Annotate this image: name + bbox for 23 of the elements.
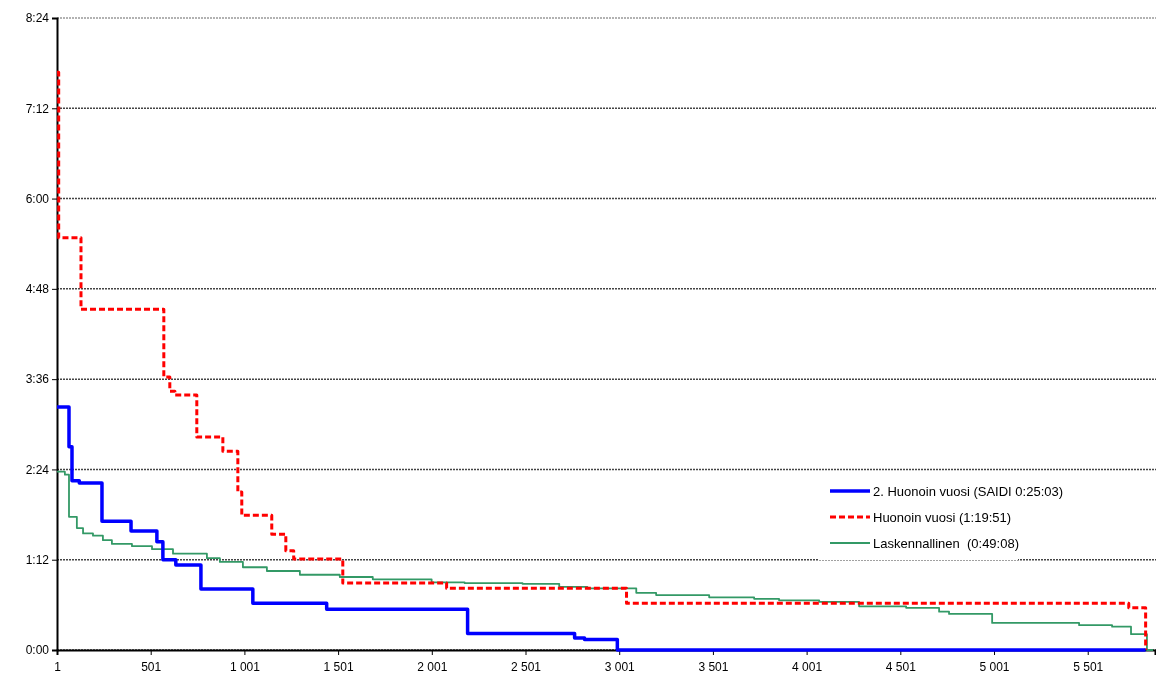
x-tick-label: 5 001 <box>979 660 1010 675</box>
y-tick-label: 1:12 <box>25 553 50 568</box>
legend-label: Huonoin vuosi (1:19:51) <box>873 509 1012 525</box>
x-tick-label: 2 501 <box>510 660 542 675</box>
y-tick-label: 4:48 <box>25 282 50 297</box>
y-tick-label: 3:36 <box>25 372 50 387</box>
x-tick-label: 4 501 <box>885 660 917 675</box>
x-tick-label: 5 501 <box>1073 660 1104 675</box>
y-tick-label: 6:00 <box>25 191 50 206</box>
x-tick-label: 1 <box>54 660 62 675</box>
x-tick-label: 3 501 <box>698 660 729 675</box>
y-tick-label: 8:24 <box>25 11 50 26</box>
x-tick-label: 2 001 <box>417 660 448 675</box>
legend-label: Laskennallinen (0:49:08) <box>873 535 1019 551</box>
legend-label: 2. Huonoin vuosi (SAIDI 0:25:03) <box>873 483 1064 499</box>
y-tick-label: 0:00 <box>25 643 50 658</box>
x-tick-label: 4 001 <box>792 660 823 675</box>
x-tick-label: 3 001 <box>604 660 636 675</box>
x-tick-label: 501 <box>141 660 162 675</box>
x-tick-label: 1 501 <box>323 660 354 675</box>
x-tick-label: 1 001 <box>229 660 261 675</box>
y-tick-label: 7:12 <box>25 101 50 116</box>
y-tick-label: 2:24 <box>25 462 50 477</box>
